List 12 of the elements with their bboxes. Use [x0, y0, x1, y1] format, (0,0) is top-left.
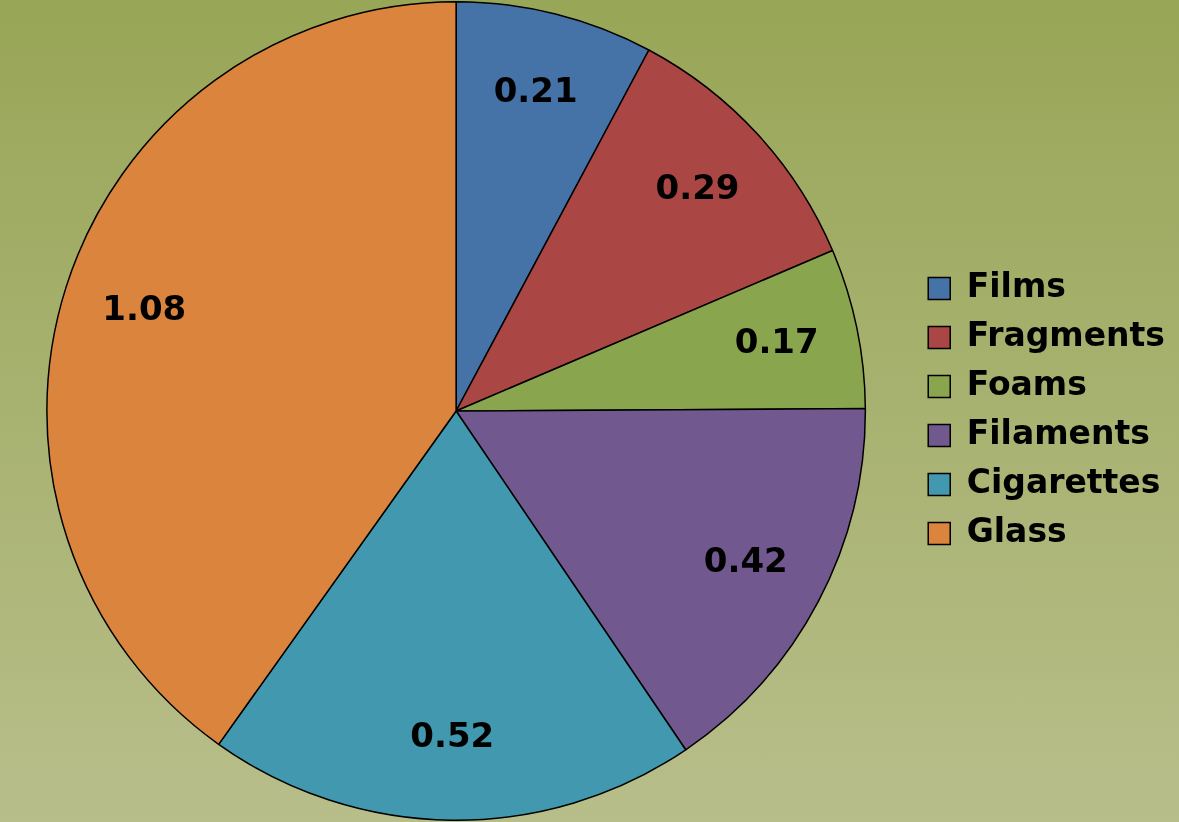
legend-label: Films	[966, 266, 1066, 306]
data-label: 0.21	[493, 70, 578, 111]
data-label: 0.52	[410, 715, 495, 756]
data-label: 0.29	[655, 166, 740, 207]
legend-label: Fragments	[966, 315, 1166, 355]
data-label: 1.08	[102, 288, 187, 329]
legend-label: Foams	[966, 364, 1087, 404]
legend-label: Filaments	[966, 413, 1150, 453]
data-label: 0.17	[734, 321, 819, 362]
data-label: 0.42	[703, 540, 788, 581]
legend-label: Glass	[966, 511, 1067, 551]
legend-label: Cigarettes	[966, 462, 1161, 502]
